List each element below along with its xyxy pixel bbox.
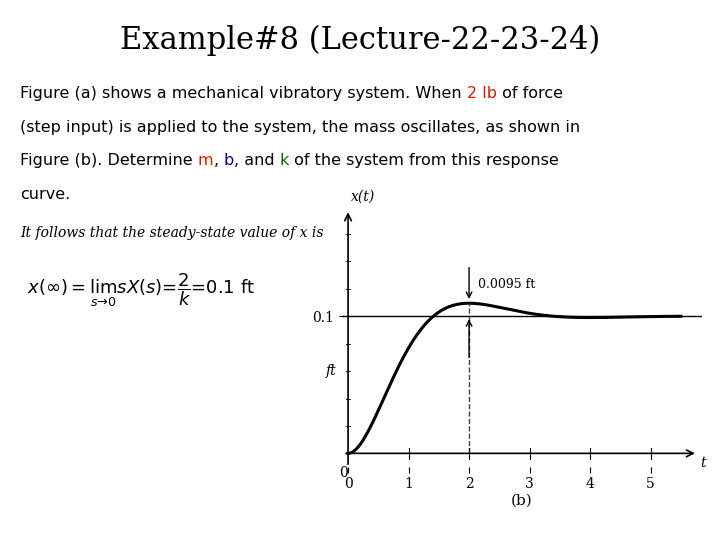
Text: 0.0095 ft: 0.0095 ft bbox=[478, 278, 536, 291]
Text: m: m bbox=[198, 153, 214, 168]
Text: 0: 0 bbox=[339, 465, 348, 480]
Text: x(t): x(t) bbox=[351, 190, 375, 204]
Text: Figure (b). Determine: Figure (b). Determine bbox=[20, 153, 198, 168]
Text: k: k bbox=[280, 153, 289, 168]
Text: of the system from this response: of the system from this response bbox=[289, 153, 559, 168]
Text: $x(\infty) = \lim_{s \to 0} sX(s) = \dfrac{2}{k} = 0.1\ \mathrm{ft}$: $x(\infty) = \lim_{s \to 0} sX(s) = \dfr… bbox=[27, 272, 256, 309]
Text: (b): (b) bbox=[511, 494, 533, 508]
Text: of force: of force bbox=[497, 86, 563, 102]
Text: ft: ft bbox=[325, 364, 336, 378]
Text: ,: , bbox=[214, 153, 219, 168]
Text: , and: , and bbox=[234, 153, 280, 168]
Text: Figure (a) shows a mechanical vibratory system. When: Figure (a) shows a mechanical vibratory … bbox=[20, 86, 467, 102]
Text: (step input) is applied to the system, the mass oscillates, as shown in: (step input) is applied to the system, t… bbox=[20, 120, 580, 135]
Text: 2 lb: 2 lb bbox=[467, 86, 497, 102]
Text: b: b bbox=[224, 153, 234, 168]
Text: t: t bbox=[700, 456, 706, 470]
Text: It follows that the steady-state value of x is: It follows that the steady-state value o… bbox=[20, 226, 324, 240]
Text: Example#8 (Lecture-22-23-24): Example#8 (Lecture-22-23-24) bbox=[120, 24, 600, 56]
Text: curve.: curve. bbox=[20, 187, 71, 202]
